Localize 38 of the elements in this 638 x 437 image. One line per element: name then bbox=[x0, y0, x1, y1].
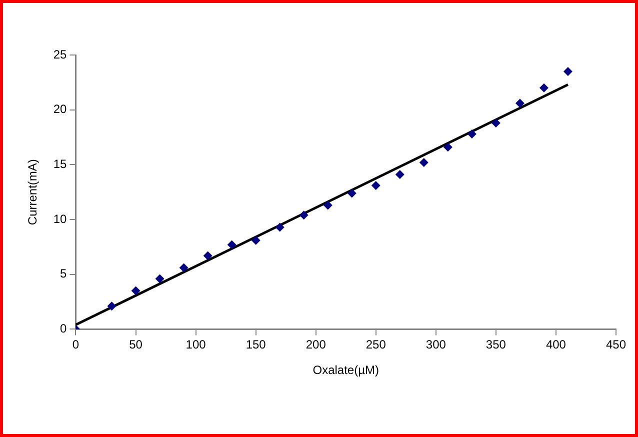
point bbox=[323, 200, 332, 210]
x-tick-label: 200 bbox=[306, 338, 326, 352]
y-tick-label: 20 bbox=[53, 102, 68, 116]
y-tick-label: 25 bbox=[53, 47, 68, 62]
y-tick-label: 5 bbox=[60, 266, 68, 281]
x-tick-label: 50 bbox=[129, 338, 143, 352]
x-tick-label: 250 bbox=[366, 338, 386, 352]
y-axis-title: Current(mA) bbox=[26, 159, 40, 226]
point bbox=[371, 181, 380, 190]
point bbox=[419, 158, 428, 167]
point bbox=[155, 274, 164, 284]
x-tick-label: 300 bbox=[426, 338, 446, 352]
x-tick-label: 400 bbox=[546, 338, 566, 352]
y-tick-label: 15 bbox=[53, 156, 68, 171]
point bbox=[539, 83, 548, 92]
x-tick-label: 100 bbox=[186, 338, 206, 352]
point bbox=[515, 98, 524, 108]
point bbox=[131, 286, 140, 296]
point bbox=[275, 222, 284, 232]
x-tick-label: 150 bbox=[246, 338, 266, 352]
point bbox=[467, 129, 476, 138]
point bbox=[443, 142, 452, 152]
x-axis-title: Oxalate(µM) bbox=[312, 363, 380, 378]
point bbox=[179, 263, 188, 272]
point bbox=[563, 66, 572, 76]
point bbox=[251, 236, 260, 245]
point bbox=[203, 251, 212, 260]
x-tick-label: 0 bbox=[72, 338, 80, 352]
point bbox=[107, 302, 116, 311]
point bbox=[491, 118, 500, 128]
x-tick-label: 450 bbox=[606, 338, 626, 352]
point bbox=[227, 240, 236, 250]
y-tick-label: 0 bbox=[60, 322, 68, 336]
y-tick-label: 10 bbox=[53, 212, 68, 226]
point bbox=[347, 188, 356, 198]
x-tick-label: 350 bbox=[486, 338, 506, 352]
point bbox=[395, 170, 404, 180]
point bbox=[299, 210, 308, 220]
